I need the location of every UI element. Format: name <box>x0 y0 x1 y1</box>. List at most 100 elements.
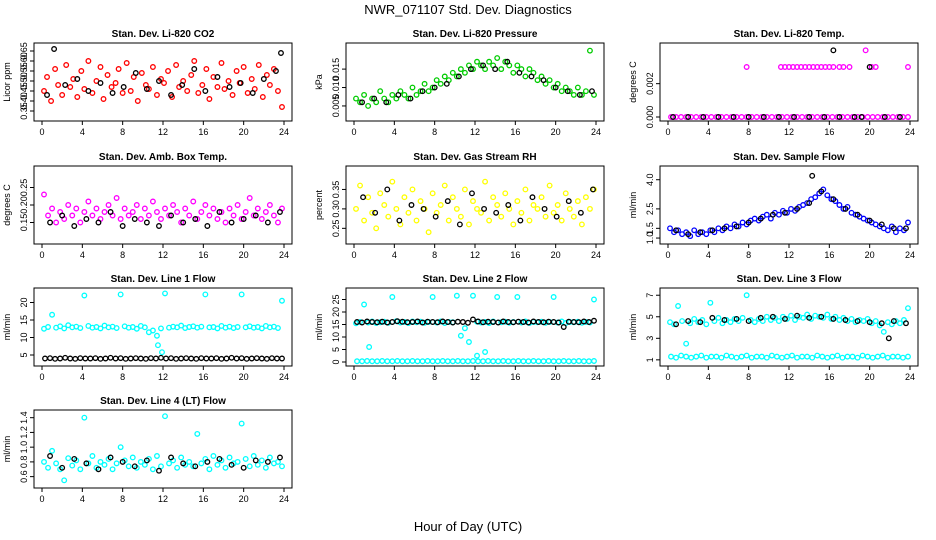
data-point <box>590 186 596 193</box>
data-point <box>119 223 126 229</box>
data-point <box>482 178 489 185</box>
y-tick-label: 2.5 <box>645 203 655 216</box>
data-point <box>782 209 788 216</box>
data-point <box>143 86 150 92</box>
panels-group: Stan. Dev. Li-820 CO2 Licor ppm 0 4 8 12 16 20 2… <box>2 29 919 504</box>
data-point <box>591 296 597 303</box>
data-point <box>364 358 371 364</box>
y-tick-label: 5 <box>19 352 29 357</box>
data-point <box>715 314 722 321</box>
data-point <box>125 463 132 470</box>
data-point <box>95 466 102 473</box>
data-point <box>490 358 497 365</box>
data-point <box>470 358 476 364</box>
data-point <box>441 73 448 80</box>
data-point <box>62 354 69 361</box>
data-point <box>836 202 843 208</box>
data-point <box>670 114 676 120</box>
x-tick-label: 4 <box>392 127 397 137</box>
data-point <box>242 209 249 215</box>
data-point <box>240 64 247 70</box>
data-point <box>454 358 461 364</box>
plot-frame <box>33 42 293 122</box>
data-point <box>203 66 210 72</box>
x-tick-label: 20 <box>239 494 249 504</box>
data-point <box>138 70 145 76</box>
x-tick-label: 4 <box>80 127 85 137</box>
data-point <box>174 464 181 471</box>
data-point <box>461 325 468 332</box>
x-tick-label: 20 <box>239 127 249 137</box>
data-point <box>120 84 127 90</box>
data-point <box>264 219 271 226</box>
data-point <box>413 217 420 224</box>
data-point <box>728 353 735 360</box>
data-point <box>214 461 221 468</box>
y-tick-label: 0.30 <box>331 200 341 218</box>
data-point <box>846 64 853 70</box>
data-point <box>514 294 521 300</box>
data-point <box>158 325 164 332</box>
data-point <box>455 73 462 80</box>
data-point <box>515 358 522 364</box>
data-point <box>145 86 152 92</box>
data-point <box>794 354 801 361</box>
data-point <box>490 194 497 201</box>
panel-title: Stan. Dev. Line 3 Flow <box>737 274 842 285</box>
data-point <box>85 88 92 94</box>
x-tick-label: 12 <box>784 372 794 382</box>
data-point <box>234 324 241 330</box>
data-point <box>788 312 794 319</box>
data-point <box>518 209 525 216</box>
data-point <box>526 66 533 73</box>
data-point <box>199 82 206 88</box>
data-point <box>708 114 715 120</box>
data-point <box>830 315 837 322</box>
data-point <box>365 194 372 201</box>
data-point <box>589 88 595 95</box>
data-point <box>773 353 780 360</box>
series-daily <box>47 453 283 474</box>
data-point <box>258 355 265 362</box>
series-hourly <box>41 58 285 110</box>
data-point <box>486 217 493 224</box>
data-point <box>552 84 559 91</box>
data-point <box>192 463 199 470</box>
data-point <box>41 458 47 465</box>
data-point <box>528 73 535 80</box>
data-point <box>238 355 245 362</box>
data-point <box>389 91 396 98</box>
data-point <box>206 466 213 473</box>
data-point <box>97 355 104 362</box>
data-point <box>81 414 88 421</box>
data-point <box>555 319 562 326</box>
x-tick-label: 0 <box>665 372 670 382</box>
data-point <box>591 317 597 324</box>
data-point <box>180 460 187 467</box>
data-point <box>858 114 865 120</box>
data-point <box>829 353 836 360</box>
data-point <box>854 318 861 325</box>
data-point <box>87 355 94 362</box>
data-point <box>494 55 501 62</box>
data-point <box>570 213 577 220</box>
data-point <box>872 318 879 325</box>
data-point <box>821 114 828 120</box>
data-point <box>566 205 573 212</box>
data-point <box>92 355 99 362</box>
data-point <box>47 219 54 226</box>
data-point <box>784 114 790 120</box>
data-point <box>444 358 451 365</box>
data-point <box>89 453 96 459</box>
data-point <box>113 460 120 467</box>
data-point <box>62 82 69 88</box>
x-tick-label: 12 <box>158 127 168 137</box>
data-point <box>529 194 536 201</box>
x-tick-label: 20 <box>239 250 249 260</box>
series-hourly-high <box>743 47 911 70</box>
x-tick-label: 0 <box>665 127 670 137</box>
data-point <box>258 216 265 222</box>
data-point <box>678 114 685 120</box>
data-point <box>275 325 281 331</box>
data-point <box>874 353 881 360</box>
